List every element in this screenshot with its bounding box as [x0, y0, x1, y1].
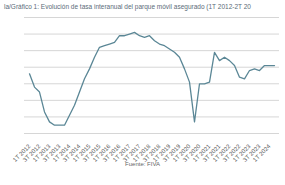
svg-text:1T 2020: 1T 2020: [171, 143, 192, 163]
html-text:Fuente: FIVA: Fuente: FIVA: [125, 161, 160, 167]
svg-text:1T 2021: 1T 2021: [191, 143, 212, 163]
svg-text:3T 2021: 3T 2021: [201, 143, 222, 163]
svg-text:1T 2012: 1T 2012: [11, 143, 32, 163]
svg-text:3T 2014: 3T 2014: [61, 143, 82, 163]
svg-text:1T 2014: 1T 2014: [51, 143, 72, 163]
svg-text:3T 2018: 3T 2018: [141, 143, 162, 163]
svg-text:3T 2017: 3T 2017: [121, 143, 142, 163]
svg-text:1T 2017: 1T 2017: [111, 143, 132, 163]
svg-text:3T 2016: 3T 2016: [101, 143, 122, 163]
svg-text:1T 2018: 1T 2018: [131, 143, 152, 163]
svg-text:1T 2019: 1T 2019: [151, 143, 172, 163]
svg-text:3T 2019: 3T 2019: [161, 143, 182, 163]
svg-text:1T 2016: 1T 2016: [91, 143, 112, 163]
html-text:la/Gráfico 1: Evolución de tas: la/Gráfico 1: Evolución de tasa interanu…: [4, 3, 251, 10]
svg-text:1T 2015: 1T 2015: [71, 143, 92, 163]
svg-text:3T 2013: 3T 2013: [41, 143, 62, 163]
svg-text:3T 2015: 3T 2015: [81, 143, 102, 163]
svg-text:3T 2020: 3T 2020: [181, 143, 202, 163]
svg-text:3T 2012: 3T 2012: [21, 143, 42, 163]
svg-text:1T 2022: 1T 2022: [211, 143, 232, 163]
svg-text:3T 2023: 3T 2023: [241, 143, 262, 163]
svg-text:1T 2023: 1T 2023: [231, 143, 252, 163]
svg-text:1T 2013: 1T 2013: [31, 143, 52, 163]
svg-text:1T 2024: 1T 2024: [252, 143, 272, 163]
svg-text:3T 2022: 3T 2022: [221, 143, 242, 163]
